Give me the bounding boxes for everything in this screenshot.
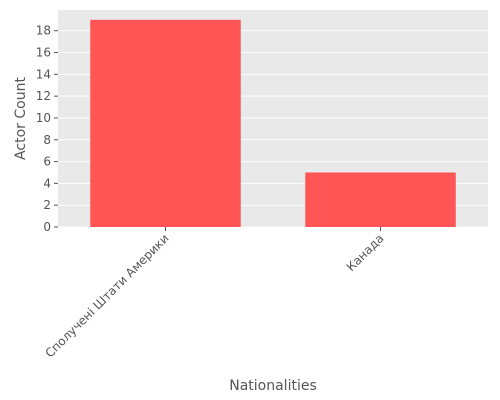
y-tick-label: 8 xyxy=(43,133,51,147)
x-tick-label: Сполучені Штати Америки xyxy=(42,231,171,360)
y-tick-label: 12 xyxy=(36,89,51,103)
y-tick-label: 10 xyxy=(36,111,51,125)
bar xyxy=(90,19,241,227)
y-tick-label: 2 xyxy=(43,198,51,212)
y-tick-label: 6 xyxy=(43,155,51,169)
y-tick-label: 18 xyxy=(36,24,51,38)
y-axis-title: Actor Count xyxy=(13,77,29,160)
bar xyxy=(305,172,456,227)
y-ticks: 0 2 4 6 8 10 12 14 16 18 xyxy=(36,24,58,234)
x-tick-label: Канада xyxy=(344,231,387,274)
y-tick-label: 14 xyxy=(36,67,51,81)
x-axis-title: Nationalities xyxy=(229,378,317,394)
y-tick-label: 0 xyxy=(43,220,51,234)
bars xyxy=(90,19,456,227)
y-tick-label: 16 xyxy=(36,46,51,60)
x-ticks: Сполучені Штати Америки Канада xyxy=(42,227,387,360)
y-tick-label: 4 xyxy=(43,176,51,190)
